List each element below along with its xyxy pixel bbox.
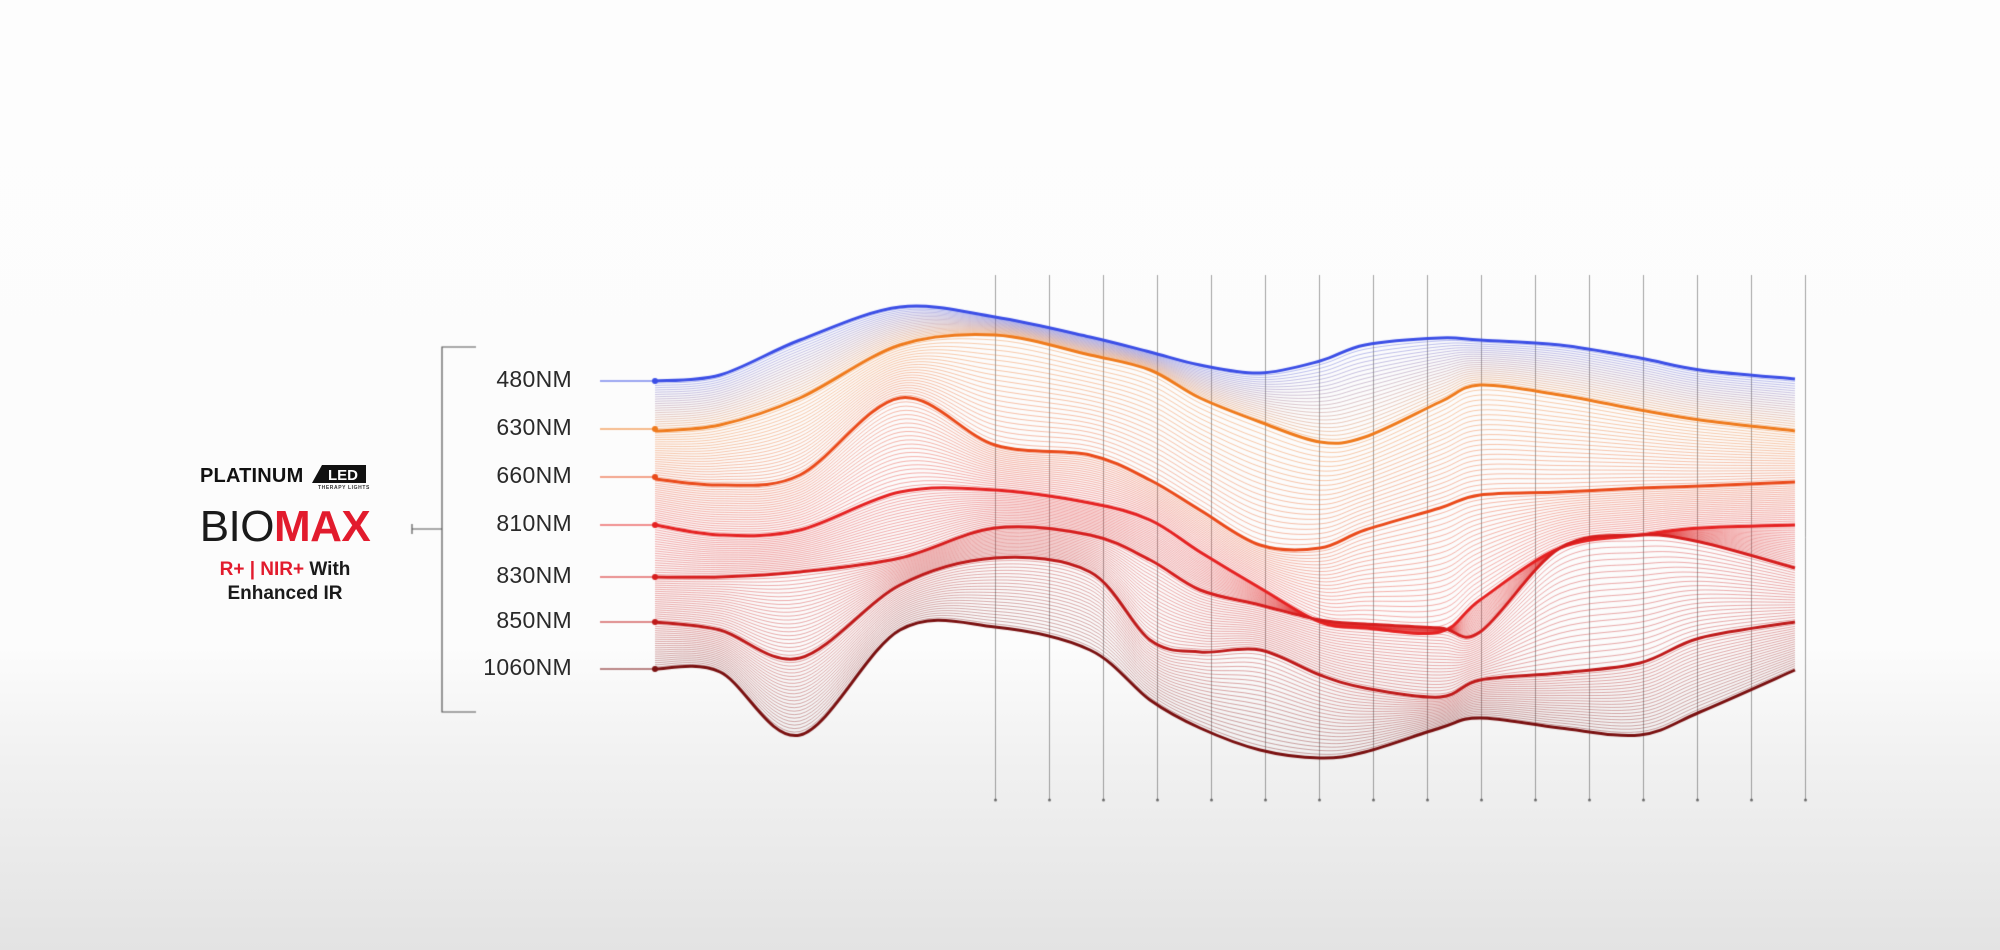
wavelength-label: 630NM <box>496 414 572 440</box>
wavelength-label: 850NM <box>496 607 572 633</box>
tagline-separator: | <box>244 559 261 580</box>
product-name-prefix: BIO <box>199 502 275 551</box>
wavelength-label: 660NM <box>496 462 572 488</box>
tagline-with: With <box>304 559 351 580</box>
led-badge-icon: LED <box>312 465 366 484</box>
wavelength-label: 1060NM <box>483 654 572 680</box>
logo-wordmark: PLATINUM <box>200 465 304 487</box>
product-tagline: R+ | NIR+ With Enhanced IR <box>150 558 420 606</box>
tagline-enhanced-ir: Enhanced IR <box>227 583 343 604</box>
tagline-rplus: R+ <box>219 559 245 580</box>
wavelength-label: 830NM <box>496 562 572 588</box>
product-name-suffix: MAX <box>274 502 371 551</box>
wavelength-label: 480NM <box>496 366 572 392</box>
product-name: BIOMAX <box>150 502 420 552</box>
wavelength-label: 810NM <box>496 510 572 536</box>
platinum-led-logo: PLATINUM LED THERAPY LIGHTS <box>200 463 372 491</box>
logo-badge-text: LED <box>328 467 358 484</box>
tagline-nirplus: NIR+ <box>260 559 305 580</box>
logo-subtext: THERAPY LIGHTS <box>318 485 370 491</box>
